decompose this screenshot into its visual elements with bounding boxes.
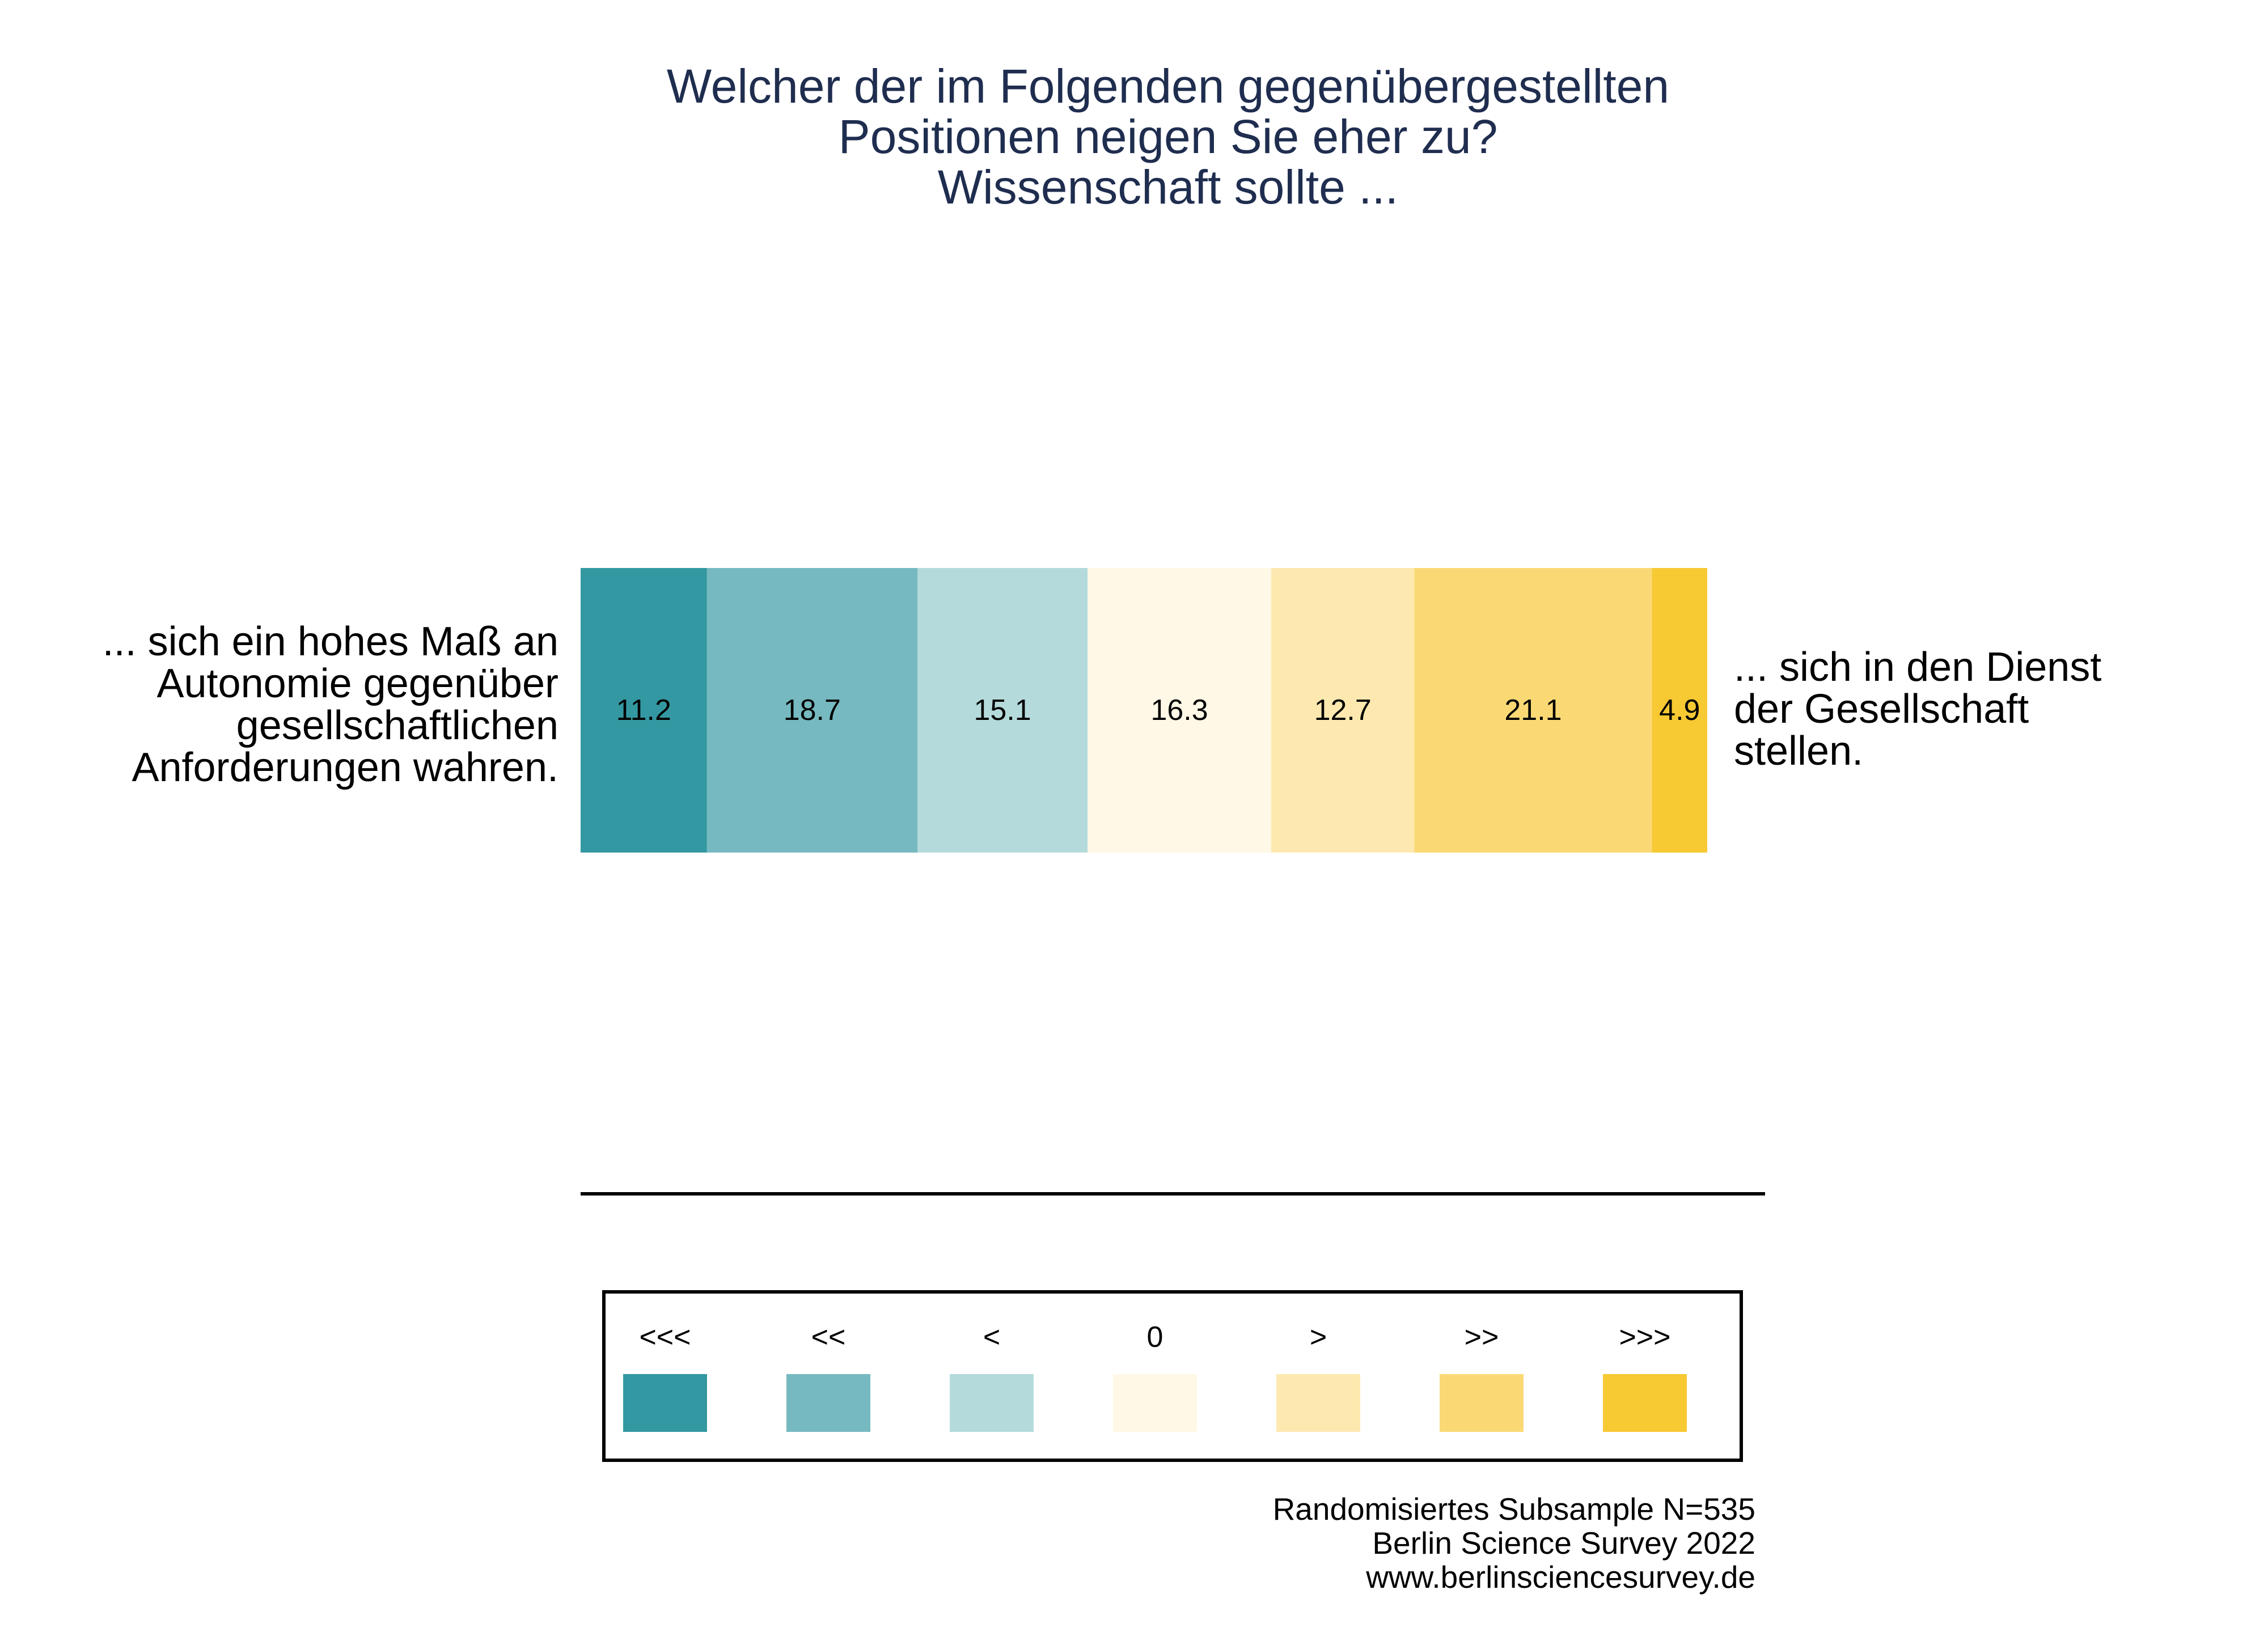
bar-segment-2 <box>917 568 1088 853</box>
legend: <<< << <0 > >> >>> <box>602 1290 1743 1462</box>
legend-item-2: < <box>938 1317 1046 1432</box>
bar-segment-5 <box>1414 568 1653 853</box>
bar-value-label-4: 12.7 <box>1314 694 1372 727</box>
bar-value-label-6: 4.9 <box>1659 694 1700 727</box>
legend-swatch-4 <box>1276 1374 1360 1432</box>
legend-swatch-0 <box>623 1374 707 1432</box>
divider-line <box>581 1192 1765 1196</box>
left-statement-line-3: gesellschaftlichen <box>236 703 558 748</box>
right-statement-line-3: stellen. <box>1734 728 1864 774</box>
legend-label-2: < <box>983 1321 1001 1354</box>
footer: Randomisiertes Subsample N=535 Berlin Sc… <box>1273 1492 1755 1594</box>
bar-segment-6 <box>1652 568 1707 853</box>
left-statement-line-1: ... sich ein hohes Maß an <box>102 619 558 664</box>
title-line-1: Welcher der im Folgenden gegenübergestel… <box>666 60 1670 113</box>
legend-item-1: << <box>775 1317 882 1432</box>
right-statement: ... sich in den Dienst der Gesellschaft … <box>1734 646 2244 772</box>
title-line-2: Positionen neigen Sie eher zu? <box>838 110 1498 163</box>
title-line-3: Wissenschaft sollte ... <box>937 160 1399 214</box>
legend-swatch-5 <box>1440 1374 1524 1432</box>
legend-swatch-2 <box>950 1374 1034 1432</box>
footer-url: www.berlinsciencesurvey.de <box>1366 1559 1755 1595</box>
legend-swatch-1 <box>786 1374 870 1432</box>
legend-label-6: >>> <box>1619 1321 1671 1354</box>
bar-segment-0 <box>581 568 708 853</box>
bar-value-label-0: 11.2 <box>616 694 671 727</box>
bar-value-label-2: 15.1 <box>974 694 1031 727</box>
left-statement-line-2: Autonomie gegenüber <box>156 661 558 706</box>
legend-item-3: 0 <box>1101 1317 1209 1432</box>
legend-label-1: << <box>811 1321 846 1354</box>
legend-item-0: <<< <box>611 1317 719 1432</box>
stacked-bar: 11.2 18.7 15.1 16.3 12.7 21.1 4.9 <box>581 568 1707 853</box>
legend-swatch-3 <box>1113 1374 1197 1432</box>
left-statement-line-4: Anforderungen wahren. <box>132 745 558 790</box>
right-statement-line-1: ... sich in den Dienst <box>1734 645 2102 690</box>
legend-label-5: >> <box>1464 1321 1499 1354</box>
legend-label-4: > <box>1309 1321 1327 1354</box>
legend-label-0: <<< <box>639 1321 691 1354</box>
legend-item-4: > <box>1264 1317 1372 1432</box>
bar-value-label-1: 18.7 <box>784 694 841 727</box>
left-statement: ... sich ein hohes Maß an Autonomie gege… <box>48 621 558 789</box>
bar-segment-1 <box>706 568 918 853</box>
legend-item-5: >> <box>1428 1317 1535 1432</box>
bar-value-label-3: 16.3 <box>1150 694 1208 727</box>
footer-sample: Randomisiertes Subsample N=535 <box>1272 1491 1755 1527</box>
right-statement-line-2: der Gesellschaft <box>1734 686 2029 732</box>
legend-swatch-6 <box>1603 1374 1687 1432</box>
footer-survey: Berlin Science Survey 2022 <box>1372 1525 1755 1561</box>
bar-segment-4 <box>1271 568 1415 853</box>
bar-segment-3 <box>1088 568 1272 853</box>
bar-value-label-5: 21.1 <box>1504 694 1562 727</box>
legend-item-6: >>> <box>1591 1317 1699 1432</box>
chart-title: Welcher der im Folgenden gegenübergestel… <box>567 61 1769 213</box>
legend-label-3: 0 <box>1146 1321 1163 1354</box>
